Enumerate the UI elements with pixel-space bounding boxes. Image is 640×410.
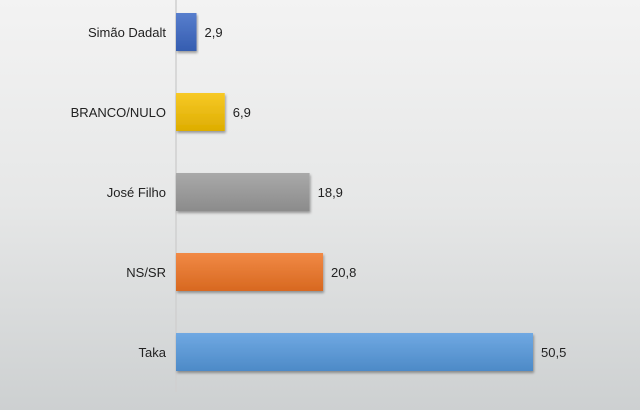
data-label: 6,9 xyxy=(233,105,251,120)
category-label: BRANCO/NULO xyxy=(71,105,166,120)
category-label: NS/SR xyxy=(126,265,166,280)
data-label: 20,8 xyxy=(331,265,356,280)
bar-branco-nulo xyxy=(176,93,225,131)
bar-sim-o-dadalt xyxy=(176,13,197,51)
bar-jos-filho xyxy=(176,173,310,211)
data-label: 50,5 xyxy=(541,345,566,360)
bar-ns-sr xyxy=(176,253,324,291)
category-label: José Filho xyxy=(107,185,166,200)
data-label: 2,9 xyxy=(205,25,223,40)
category-label: Simão Dadalt xyxy=(88,25,166,40)
category-label: Taka xyxy=(139,345,167,360)
data-label: 18,9 xyxy=(318,185,343,200)
bar-taka xyxy=(176,333,533,371)
